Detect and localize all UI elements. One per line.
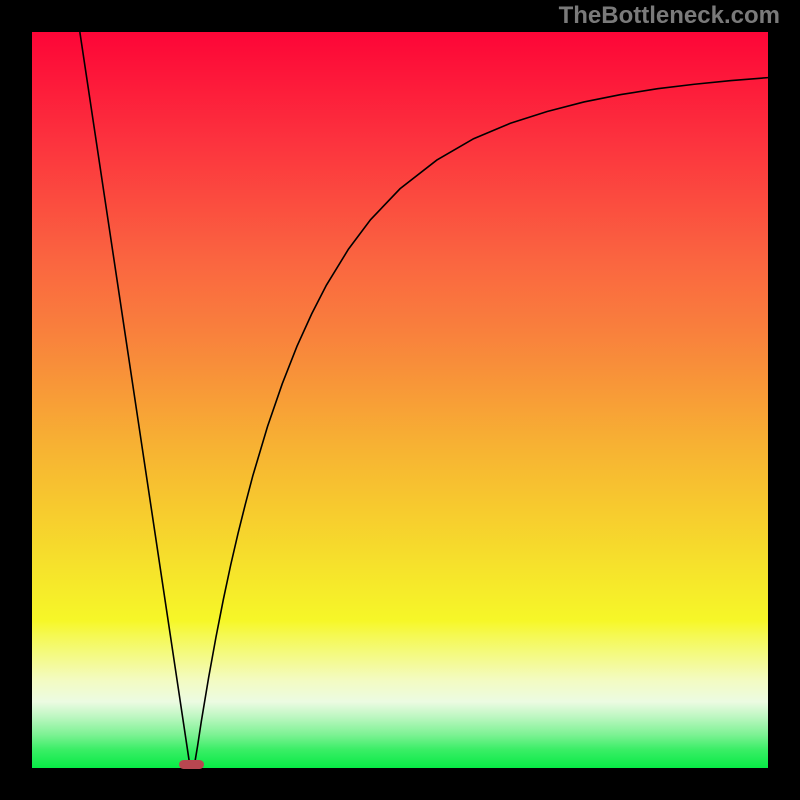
watermark-text: TheBottleneck.com bbox=[559, 2, 780, 30]
curve-left-segment bbox=[80, 32, 190, 768]
bottleneck-marker bbox=[179, 760, 204, 770]
chart-container: TheBottleneck.com bbox=[0, 0, 800, 800]
bottleneck-curve bbox=[32, 32, 768, 768]
plot-area bbox=[32, 32, 768, 768]
curve-right-segment bbox=[194, 78, 768, 768]
